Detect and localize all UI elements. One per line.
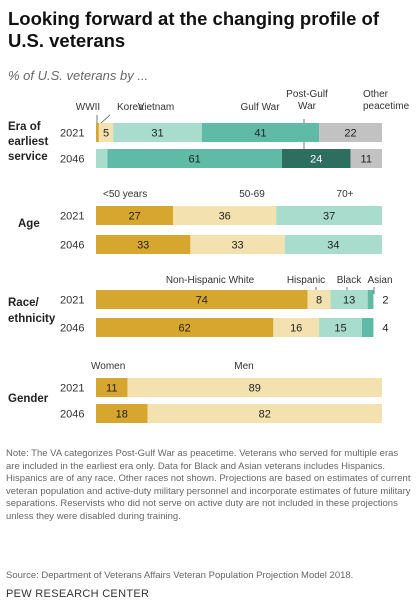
year-label: 2046: [60, 240, 84, 252]
year-label: 2021: [60, 128, 84, 140]
bar-value-label: 18: [116, 409, 128, 421]
bar-value-label: 61: [189, 154, 201, 166]
bar-value-label: 11: [106, 383, 117, 395]
bar-segment: [96, 318, 274, 337]
year-label: 2021: [60, 295, 84, 307]
bar-segment: [96, 123, 99, 142]
year-label: 2021: [60, 211, 84, 223]
bar-value-label: 24: [310, 154, 322, 166]
bar-value-label: 4: [382, 323, 388, 335]
legend-label: Men: [234, 361, 253, 372]
pew-credit: PEW RESEARCH CENTER: [6, 588, 150, 600]
bar-value-label: 31: [151, 128, 163, 140]
legend-label: WWII: [76, 102, 100, 113]
legend-label: Black: [337, 275, 362, 286]
chart-subtitle: % of U.S. veterans by ...: [8, 68, 149, 83]
legend-label: Vietnam: [138, 102, 175, 113]
bar-segment: [281, 149, 351, 168]
group-label: Race/ethnicity: [8, 297, 56, 325]
bar-segment: [96, 206, 174, 225]
bar-segment: [361, 318, 374, 337]
legend-label: Other peacetime: [363, 89, 410, 112]
bar-value-label: 5: [103, 128, 109, 140]
chart-title: Looking forward at the changing profile …: [8, 8, 380, 51]
bar-segment: [96, 404, 148, 423]
bar-segment: [190, 235, 285, 254]
group-label: Era of earliest service: [8, 121, 48, 163]
bar-value-label: 37: [323, 211, 335, 223]
bar-value-label: 36: [219, 211, 231, 223]
legend-label: <50 years: [103, 189, 147, 200]
bar-segment: [96, 378, 128, 397]
legend-label: Korea: [117, 102, 144, 113]
chart-note: Note: The VA categorizes Post-Gulf War a…: [6, 448, 411, 522]
bar-segment: [319, 318, 362, 337]
legend-label: Post-Gulf War: [286, 89, 328, 112]
group-label: Age: [18, 218, 40, 230]
bar-segment: [367, 290, 374, 309]
bar-value-label: 15: [334, 323, 346, 335]
bar-segment: [113, 123, 202, 142]
bar-value-label: 33: [231, 240, 243, 252]
bar-segment: [96, 235, 191, 254]
year-label: 2046: [60, 409, 84, 421]
bar-value-label: 8: [316, 295, 322, 307]
bar-value-label: 41: [254, 128, 266, 140]
bar-segment: [127, 378, 383, 397]
bar-value-label: 74: [196, 295, 208, 307]
bar-value-label: 16: [290, 323, 302, 335]
legend-label: Non-Hispanic White: [166, 275, 255, 286]
bar-segment: [284, 235, 382, 254]
bar-segment: [330, 290, 368, 309]
legend-label: Hispanic: [287, 275, 325, 286]
legend-label: Women: [91, 361, 125, 372]
bar-segment: [350, 149, 382, 168]
year-label: 2046: [60, 154, 84, 166]
bar-segment: [276, 206, 382, 225]
bar-value-label: 62: [179, 323, 191, 335]
bar-value-label: 27: [128, 211, 140, 223]
year-label: 2046: [60, 323, 84, 335]
bar-segment: [147, 404, 382, 423]
legend-label: 70+: [337, 189, 354, 200]
bar-value-label: 13: [343, 295, 355, 307]
year-label: 2021: [60, 383, 84, 395]
bar-value-label: 82: [259, 409, 271, 421]
bar-value-label: 33: [137, 240, 149, 252]
legend-label: Gulf War: [240, 102, 280, 113]
bar-segment: [96, 149, 108, 168]
bar-value-label: 22: [344, 128, 356, 140]
bar-value-label: 11: [361, 154, 372, 166]
bar-segment: [307, 290, 331, 309]
bar-segment: [319, 123, 382, 142]
bar-segment: [173, 206, 277, 225]
bar-value-label: 2: [382, 295, 388, 307]
chart-source: Source: Department of Veterans Affairs V…: [6, 570, 354, 581]
legend-label: 50-69: [239, 189, 265, 200]
bar-value-label: 89: [249, 383, 261, 395]
bar-segment: [273, 318, 320, 337]
legend-label: Asian: [367, 275, 392, 286]
bar-value-label: 34: [327, 240, 339, 252]
bar-segment: [96, 290, 308, 309]
bar-segment: [98, 123, 114, 142]
leader-line: [100, 114, 111, 124]
bar-segment: [201, 123, 320, 142]
bar-segment: [107, 149, 282, 168]
group-label: Gender: [8, 393, 49, 405]
